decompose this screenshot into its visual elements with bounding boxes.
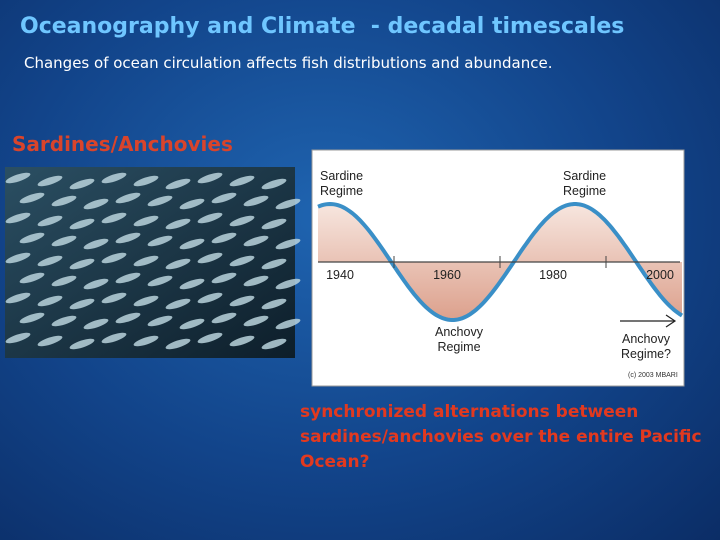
curve-line [317,201,684,322]
fish [19,272,45,284]
fish [19,312,45,324]
fish [69,298,95,310]
fish [69,218,95,230]
fish [211,312,237,324]
fish [51,235,77,247]
fish [197,332,223,344]
year-label: 2000 [646,268,674,282]
fish [83,238,109,250]
fish [243,235,269,247]
fish [5,332,31,344]
fish [243,315,269,327]
caption: synchronized alternations between sardin… [300,402,708,472]
fish [37,255,63,267]
fish [275,198,301,210]
fish [165,338,191,350]
fish [115,272,141,284]
fish [69,338,95,350]
title: Oceanography and Climate - decadal times… [20,14,625,39]
fish [115,232,141,244]
fish [147,235,173,247]
year-label: 1960 [433,268,461,282]
fish [229,215,255,227]
fish [197,172,223,184]
fish [211,232,237,244]
fish [133,215,159,227]
fish [51,195,77,207]
fish [165,178,191,190]
fish [165,298,191,310]
fish [37,335,63,347]
fish [19,232,45,244]
fish [37,215,63,227]
fish [37,175,63,187]
fish [229,255,255,267]
fish [5,252,31,264]
fish [5,172,31,184]
fish [275,238,301,250]
fish [275,278,301,290]
fish [5,292,31,304]
fish [261,338,287,350]
regime-label: Anchovy Regime? [620,332,672,361]
fish [133,175,159,187]
arrow-head [665,314,677,328]
year-label: 1980 [539,268,567,282]
fish [275,318,301,330]
fish [83,198,109,210]
fish [165,258,191,270]
fish [5,212,31,224]
fish [179,278,205,290]
fish [243,275,269,287]
fish [165,218,191,230]
fish-school [5,172,301,350]
fish [133,335,159,347]
credit: (c) 2003 MBARI [628,372,678,379]
fish [133,295,159,307]
fish [101,252,127,264]
fish [101,332,127,344]
fish [147,195,173,207]
fish [261,218,287,230]
fish [101,212,127,224]
fish [83,278,109,290]
fish [179,238,205,250]
fish [261,178,287,190]
fish [197,292,223,304]
fish [37,295,63,307]
fish [229,335,255,347]
fish [211,272,237,284]
subtitle: Changes of ocean circulation affects fis… [24,54,553,72]
fish [243,195,269,207]
fish [147,315,173,327]
fish [261,298,287,310]
section-heading: Sardines/Anchovies [12,132,233,156]
fish [179,198,205,210]
year-label: 1940 [326,268,354,282]
fish [51,315,77,327]
fish [229,295,255,307]
fish [147,275,173,287]
regime-label: Sardine Regime [563,169,607,198]
fish [179,318,205,330]
fish [229,175,255,187]
fish [115,192,141,204]
fish [197,212,223,224]
fish [69,258,95,270]
fish [197,252,223,264]
fish [101,172,127,184]
fish [69,178,95,190]
regime-label: Sardine Regime [320,169,364,198]
fish [261,258,287,270]
fish [19,192,45,204]
fish [115,312,141,324]
fish [51,275,77,287]
fish [211,192,237,204]
fish [133,255,159,267]
fish [101,292,127,304]
regime-label: Anchovy Regime [435,325,483,354]
fish [83,318,109,330]
